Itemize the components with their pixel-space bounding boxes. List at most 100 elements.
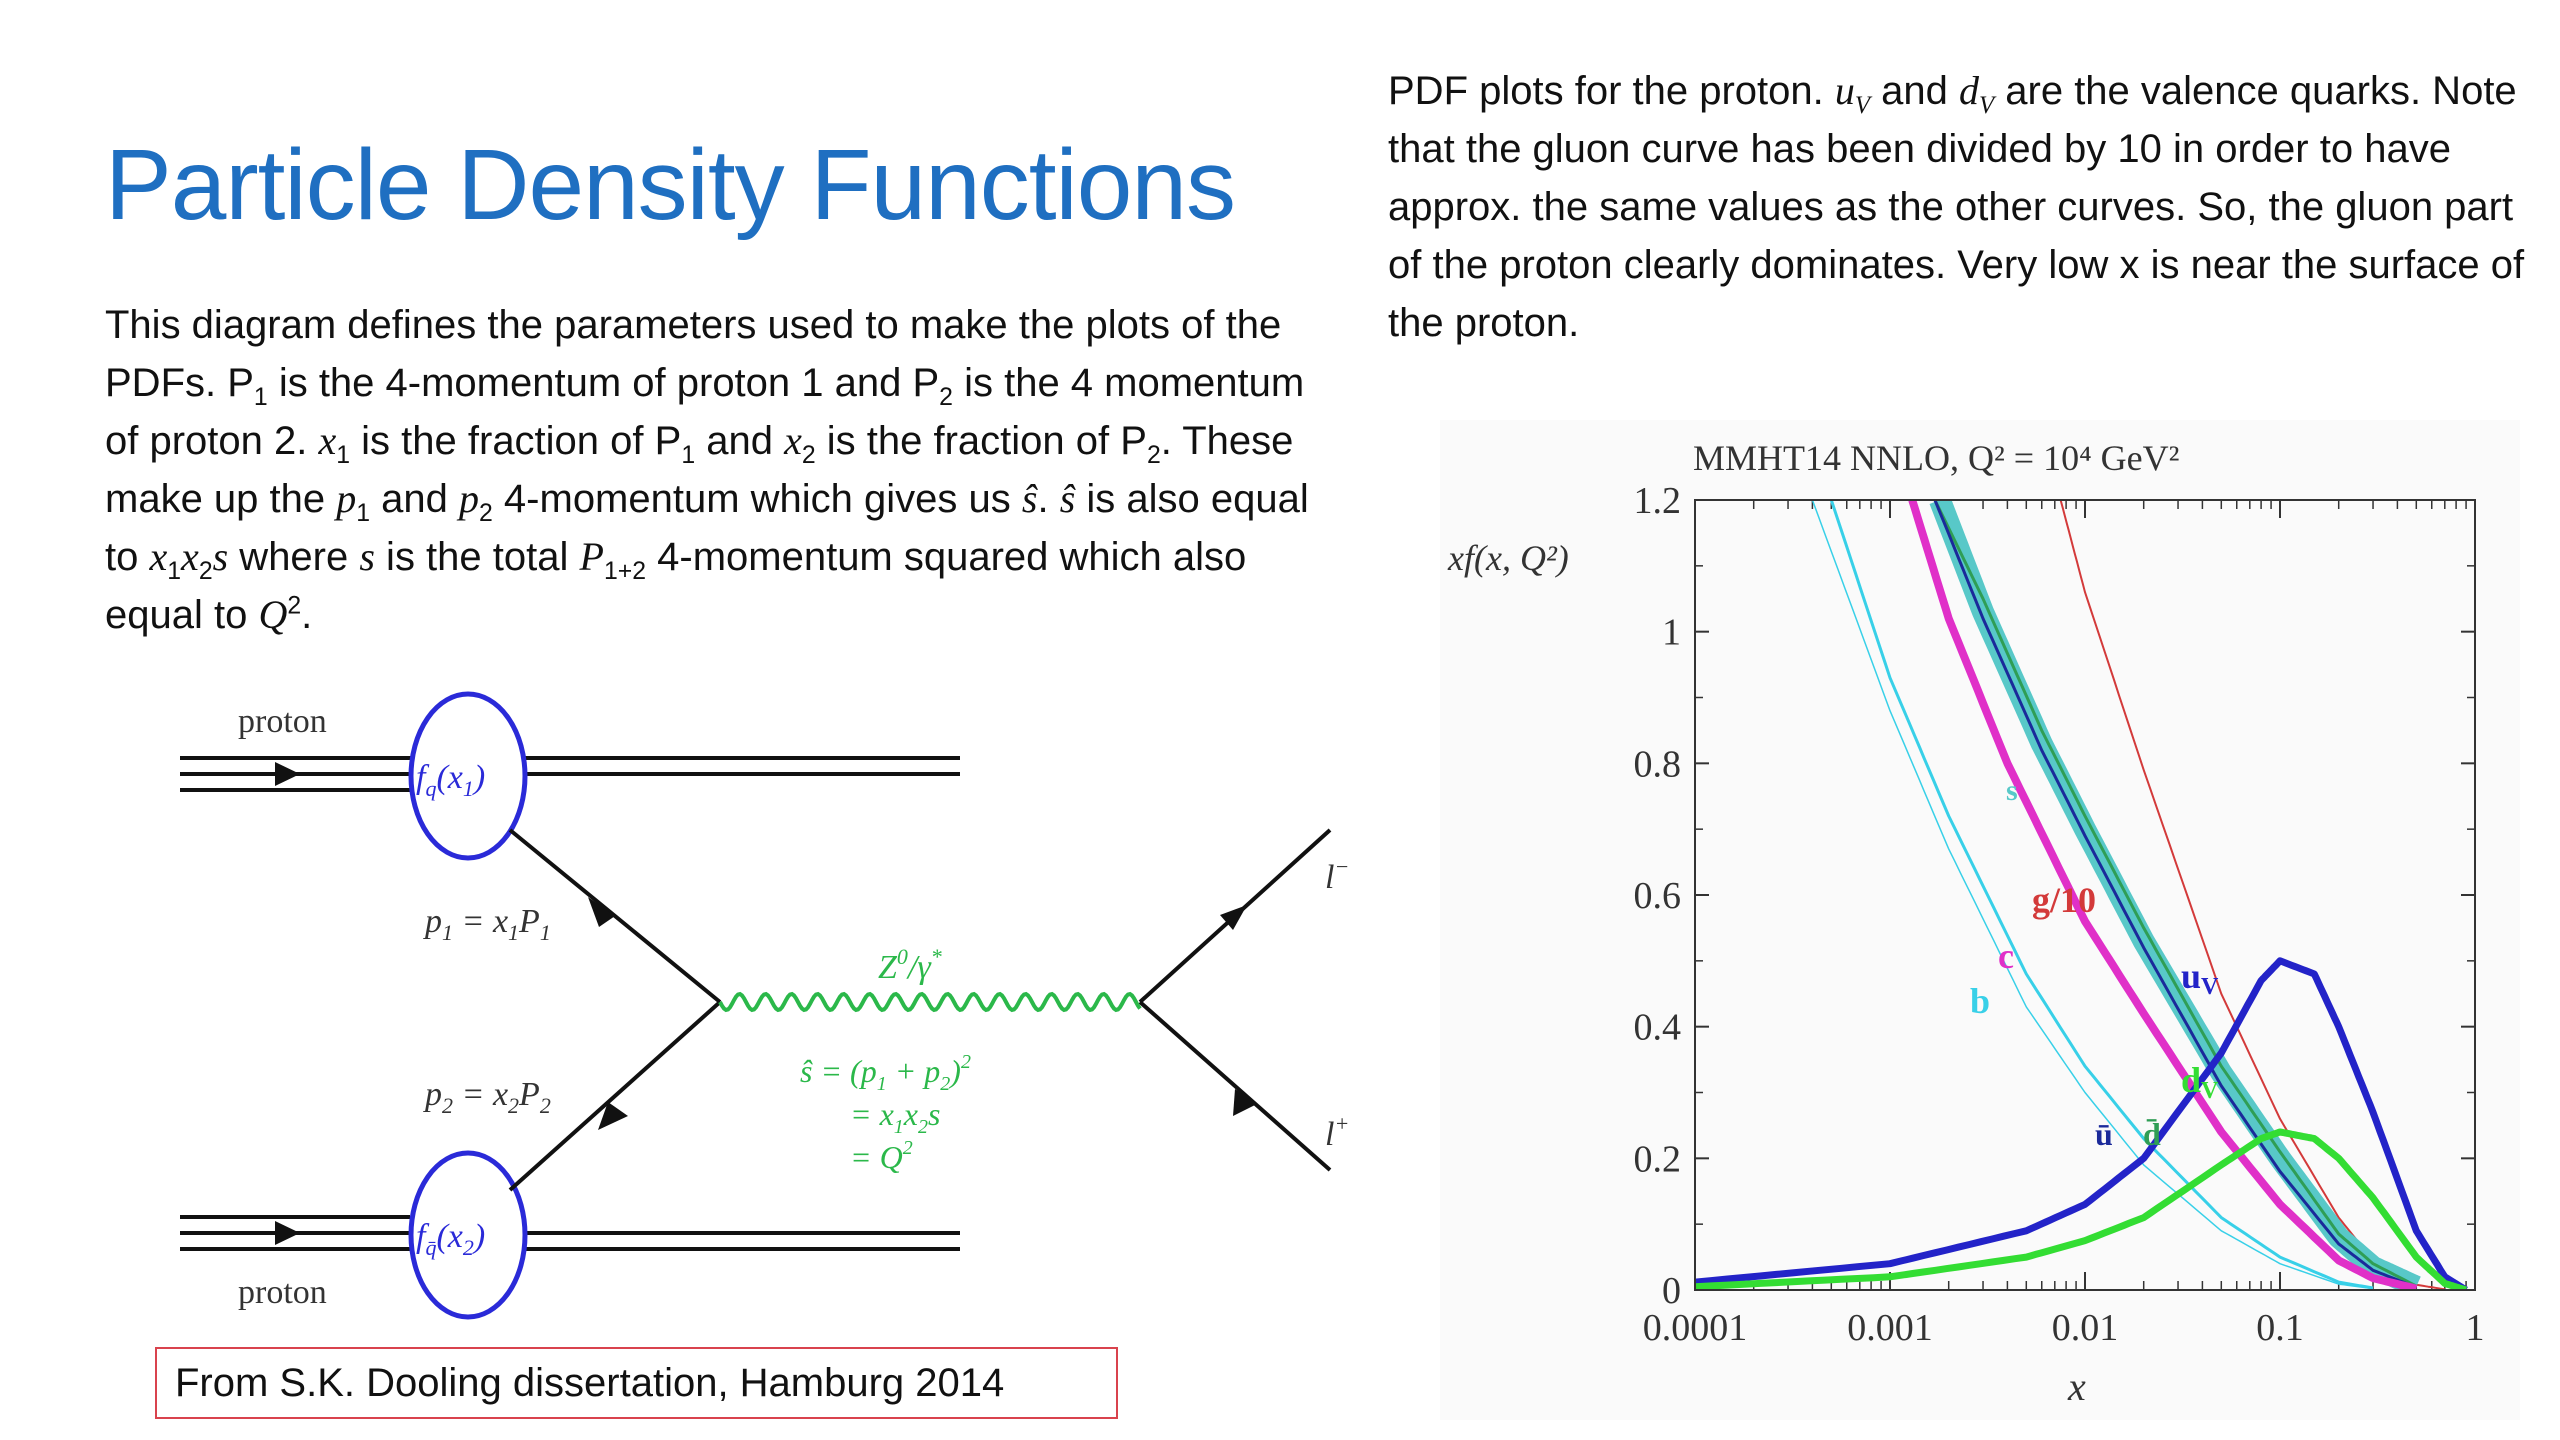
right-description: PDF plots for the proton. uV and dV are … xyxy=(1388,62,2528,352)
text-run: is also equal to xyxy=(105,477,1309,579)
curve-label: dV xyxy=(2181,1060,2219,1104)
text-run: Z xyxy=(878,949,898,986)
curve-label: uV xyxy=(2181,956,2219,1000)
text-run: 1 xyxy=(508,920,519,945)
text-run: 1 xyxy=(877,1073,887,1095)
text-run: and xyxy=(695,419,785,463)
source-credit-box: From S.K. Dooling dissertation, Hamburg … xyxy=(155,1347,1118,1419)
text-run: 1 xyxy=(167,558,182,585)
curve-label-sub: V xyxy=(2201,1078,2219,1104)
text-run: 2 xyxy=(1146,442,1161,469)
curve-label: g/10 xyxy=(2032,880,2096,920)
curve-label-text: b xyxy=(1970,981,1990,1021)
text-run: 2 xyxy=(540,1093,551,1118)
curve-label-sub: V xyxy=(2201,974,2219,1000)
math-run: x xyxy=(784,418,802,463)
series-line-b-edge xyxy=(1811,500,2374,1290)
text-run: x xyxy=(903,1096,918,1132)
boson-label: Z0/γ* xyxy=(878,944,942,986)
antiquark-line xyxy=(508,1000,722,1192)
text-run: ŝ = (p xyxy=(800,1053,877,1089)
text-run: l xyxy=(1325,1116,1334,1153)
arrow-icon xyxy=(598,1102,628,1130)
math-run: x xyxy=(181,534,199,579)
text-run: . xyxy=(301,593,313,637)
curve-label-text: d̄ xyxy=(2143,1116,2161,1152)
shat-equation-1: ŝ = (p1 + p2)2 xyxy=(800,1051,971,1095)
series-line-s xyxy=(1929,500,2424,1290)
curve-label: s xyxy=(2006,774,2018,807)
pdf-blob-top xyxy=(408,691,528,861)
text-run: ) xyxy=(472,1218,485,1255)
text-run: 1 xyxy=(356,500,371,527)
text-run: 1 xyxy=(442,920,453,945)
text-run: 2 xyxy=(940,1073,950,1095)
text-run: * xyxy=(931,944,942,969)
text-run: . xyxy=(1037,477,1060,521)
text-run: and xyxy=(370,477,460,521)
text-run: 1 xyxy=(253,384,268,411)
pdf-blob-bottom xyxy=(408,1150,528,1320)
math-run: p xyxy=(336,476,357,521)
text-run: 4-momentum squared which also equal to xyxy=(105,535,1247,637)
text-run: + p xyxy=(887,1053,941,1089)
text-run: 2 xyxy=(801,442,816,469)
shat-equation-2: = x1x2s xyxy=(850,1096,940,1138)
math-run: V xyxy=(1979,92,1995,119)
proton-lines-top xyxy=(180,756,960,792)
boson-propagator xyxy=(718,991,1142,1013)
p1-label: p1 = x1P1 xyxy=(423,903,551,945)
text-run: where xyxy=(228,535,360,579)
y-tick-label: 0.4 xyxy=(1634,1007,1682,1049)
text-run: (x xyxy=(436,1218,462,1255)
math-run: x xyxy=(149,534,168,579)
proton-label-bottom: proton xyxy=(238,1274,327,1311)
math-run: u xyxy=(1834,68,1855,113)
curve-label: c xyxy=(1998,936,2014,976)
text-run: 0 xyxy=(897,944,908,969)
y-tick-label: 0.2 xyxy=(1634,1138,1682,1180)
text-run: 2 xyxy=(198,558,213,585)
text-run: ) xyxy=(948,1053,961,1089)
text-run: P xyxy=(518,903,540,940)
proton-lines-bottom xyxy=(180,1215,960,1251)
text-run: 1 xyxy=(894,1116,904,1138)
text-run: 2 xyxy=(479,500,493,527)
x-axis-label: x xyxy=(2067,1364,2086,1409)
text-run: q̄ xyxy=(425,1235,436,1260)
pdf-chart: MMHT14 NNLO, Q² = 10⁴ GeV² xf(x, Q²) x 0… xyxy=(1440,420,2520,1420)
math-run: ŝ xyxy=(1021,476,1038,521)
lepton-plus-label: l+ xyxy=(1325,1111,1349,1153)
text-run: ) xyxy=(472,759,485,796)
text-run: = x xyxy=(453,903,508,940)
x-tick-label: 0.01 xyxy=(2052,1307,2119,1349)
arrow-icon xyxy=(275,1221,300,1245)
text-run: is the 4-momentum of proton 1 and P xyxy=(267,361,940,405)
curve-label: d̄ xyxy=(2143,1116,2161,1152)
text-run: 1 xyxy=(540,920,551,945)
text-run: 2 xyxy=(508,1093,519,1118)
curve-label-text: u xyxy=(2181,956,2201,996)
proton-label-top: proton xyxy=(238,703,327,740)
series-line-- xyxy=(1933,500,2417,1289)
lepton-minus-label: l− xyxy=(1325,854,1349,896)
x-tick-label: 1 xyxy=(2466,1307,2485,1349)
text-run: p xyxy=(423,903,442,940)
math-run: Q xyxy=(258,592,288,637)
arrow-icon xyxy=(275,762,300,786)
x-tick-label: 0.001 xyxy=(1847,1307,1933,1349)
x-tick-label: 0.0001 xyxy=(1643,1307,1748,1349)
x-tick-label: 0.1 xyxy=(2256,1307,2304,1349)
left-description: This diagram defines the parameters used… xyxy=(105,296,1345,644)
text-run: 2 xyxy=(939,384,953,411)
y-tick-label: 0.6 xyxy=(1634,875,1682,917)
math-run: d xyxy=(1959,68,1979,113)
series-line-dv xyxy=(1695,1128,2468,1290)
text-run: = x xyxy=(453,1076,508,1113)
text-run: P xyxy=(518,1076,540,1113)
text-run: is the total xyxy=(374,535,580,579)
curve-label-text: g/10 xyxy=(2032,880,2096,920)
text-run: 1 xyxy=(336,442,351,469)
